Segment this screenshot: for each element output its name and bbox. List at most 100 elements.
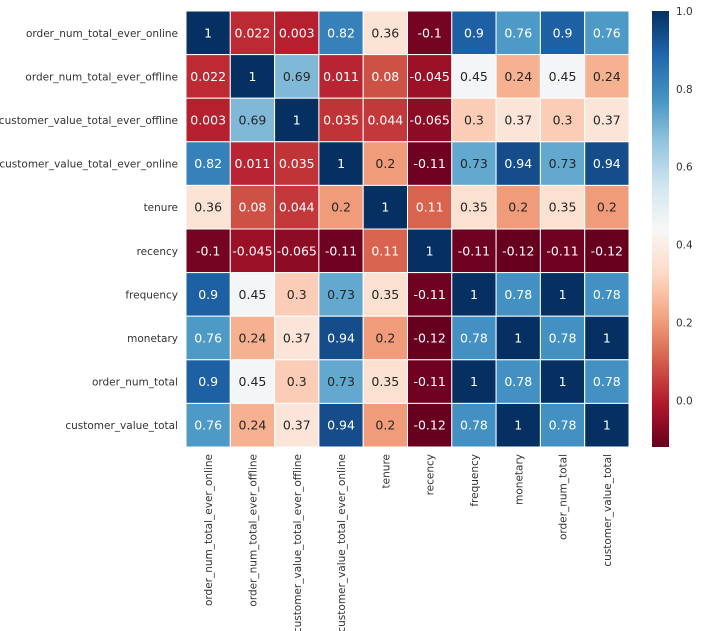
cell-value-label: 0.35 — [371, 374, 399, 389]
cell-value-label: -0.12 — [502, 243, 534, 258]
heatmap-cell — [229, 54, 276, 99]
cell-value-label: -0.045 — [410, 69, 450, 84]
cell-value-label: -0.12 — [413, 418, 445, 433]
heatmap-cell — [229, 184, 276, 230]
cell-value-label: 0.24 — [239, 331, 267, 346]
heatmap-cell — [584, 184, 630, 230]
heatmap-cell — [495, 402, 541, 448]
cell-value-label: 0.73 — [327, 287, 355, 302]
heatmap-cell — [451, 141, 497, 186]
cell-value-label: 0.76 — [504, 25, 532, 40]
cell-value-label: 0.36 — [194, 200, 222, 215]
heatmap-cell — [185, 272, 231, 317]
cell-value-label: 0.78 — [549, 331, 577, 346]
heatmap-cell — [362, 402, 409, 448]
cell-value-label: 0.94 — [593, 156, 621, 171]
cell-value-label: 0.3 — [553, 113, 573, 128]
x-tick-label: order_num_total_ever_offline — [247, 454, 259, 607]
cell-value-label: 0.022 — [235, 25, 271, 40]
heatmap-cells: 1 0.022 0.003 0.82 0.36 -0.1 0.9 0.76 0.9 0.76 0.0… — [185, 10, 630, 448]
cell-value-label: -0.11 — [413, 374, 445, 389]
heatmap-cell — [318, 272, 364, 317]
cell-value-label: -0.11 — [458, 243, 490, 258]
cell-value-label: 0.69 — [239, 113, 267, 128]
cell-value-label: 0.94 — [327, 418, 355, 433]
cell-value-label: -0.11 — [325, 243, 357, 258]
heatmap-cell — [495, 359, 541, 404]
x-tick-label: tenure — [380, 454, 392, 488]
cell-value-label: 0.24 — [504, 69, 532, 84]
heatmap-cell — [451, 54, 497, 99]
colorbar: 0.0 0.2 0.4 0.6 0.8 1.0 — [652, 6, 693, 447]
heatmap-cell — [318, 359, 364, 404]
cell-value-label: 0.78 — [460, 331, 488, 346]
heatmap-cell — [584, 272, 630, 317]
heatmap-cell — [584, 141, 630, 186]
heatmap-cell — [407, 315, 453, 361]
cell-value-label: 0.11 — [371, 243, 399, 258]
cell-value-label: 0.9 — [198, 374, 218, 389]
y-axis-labels: order_num_total_ever_online order_num_tot… — [0, 28, 178, 432]
cell-value-label: 1 — [559, 287, 567, 302]
heatmap-cell — [539, 54, 586, 99]
x-tick-label: monetary — [513, 454, 525, 505]
cell-value-label: 1 — [603, 418, 611, 433]
cell-value-label: 0.45 — [239, 287, 267, 302]
x-axis-labels: order_num_total_ever_online order_num_tot… — [203, 454, 614, 631]
x-tick-label: frequency — [469, 454, 481, 507]
cell-value-label: 0.69 — [283, 69, 311, 84]
cell-value-label: 0.78 — [504, 374, 532, 389]
cell-value-label: 0.76 — [593, 25, 621, 40]
cell-value-label: 0.011 — [323, 69, 359, 84]
cell-value-label: 0.82 — [327, 25, 355, 40]
heatmap-cell — [185, 359, 231, 404]
heatmap-cell — [362, 359, 409, 404]
y-tick-label: frequency — [125, 289, 178, 301]
cell-value-label: 0.035 — [279, 156, 315, 171]
cell-value-label: 0.94 — [504, 156, 532, 171]
heatmap-cell — [451, 315, 497, 361]
heatmap-cell — [539, 184, 586, 230]
heatmap-cell — [229, 97, 276, 143]
colorbar-gradient — [652, 11, 669, 447]
cell-value-label: 0.035 — [323, 113, 359, 128]
cell-value-label: 0.022 — [190, 69, 226, 84]
heatmap-cell — [539, 359, 586, 404]
cell-value-label: 0.3 — [287, 287, 307, 302]
y-tick-label: customer_value_total_ever_online — [0, 159, 178, 171]
cell-value-label: -0.11 — [546, 243, 578, 258]
cell-value-label: 0.94 — [327, 331, 355, 346]
cell-value-label: 0.2 — [375, 418, 395, 433]
heatmap-cell — [318, 315, 364, 361]
cell-value-label: 0.9 — [198, 287, 218, 302]
heatmap-cell — [407, 402, 453, 448]
heatmap-cell — [584, 10, 630, 56]
cell-value-label: 0.35 — [549, 200, 577, 215]
cell-value-label: -0.1 — [196, 243, 220, 258]
cell-value-label: 0.76 — [194, 331, 222, 346]
cell-value-label: 1 — [204, 25, 212, 40]
cell-value-label: 0.82 — [194, 156, 222, 171]
x-tick-label: customer_value_total — [602, 454, 614, 567]
heatmap-cell — [274, 97, 320, 143]
cell-value-label: 0.78 — [504, 287, 532, 302]
y-tick-label: recency — [137, 246, 178, 258]
heatmap-cell — [539, 97, 586, 143]
heatmap-cell — [407, 10, 453, 56]
heatmap-cell — [539, 228, 586, 274]
cell-value-label: 0.003 — [279, 25, 315, 40]
heatmap-cell — [318, 228, 364, 274]
cell-value-label: 1 — [381, 200, 389, 215]
cell-value-label: -0.11 — [413, 287, 445, 302]
cell-value-label: 1 — [470, 374, 478, 389]
cell-value-label: -0.045 — [232, 243, 272, 258]
cell-value-label: 0.78 — [593, 287, 621, 302]
cell-value-label: 0.37 — [593, 113, 621, 128]
heatmap-cell — [451, 272, 497, 317]
colorbar-tick-label: 0.8 — [676, 84, 693, 96]
colorbar-tick-label: 0.0 — [676, 395, 693, 407]
cell-value-label: 1 — [559, 374, 567, 389]
heatmap-cell — [229, 402, 276, 448]
heatmap-cell — [407, 272, 453, 317]
